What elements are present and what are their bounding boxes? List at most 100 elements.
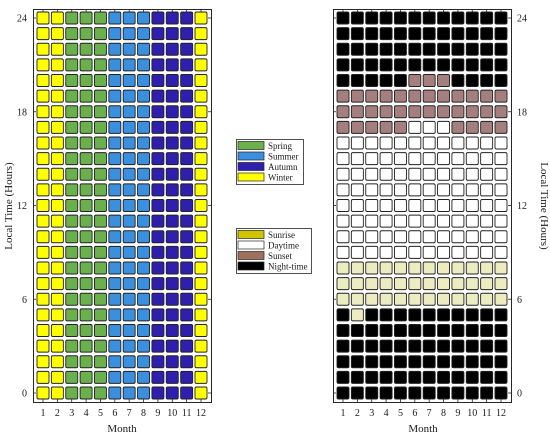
season-cell: [108, 58, 122, 72]
daylight-cell: [394, 74, 407, 87]
daylight-cell: [480, 42, 494, 56]
season-cell: [36, 120, 50, 134]
daylight-cell: [379, 370, 393, 384]
daylight-cell: [465, 42, 479, 56]
season-cell: [151, 370, 165, 384]
season-cell: [137, 105, 151, 119]
daylight-cell: [394, 370, 407, 384]
season-cell: [165, 230, 179, 244]
season-cell: [79, 370, 93, 384]
season-legend-swatch: [237, 172, 265, 182]
season-cell: [165, 89, 179, 103]
season-cell: [180, 214, 194, 228]
season-cell: [180, 167, 194, 181]
season-cell: [65, 11, 79, 25]
daylight-cell: [494, 370, 508, 384]
daylight-cell: [408, 105, 422, 119]
daylight-cell: [408, 230, 422, 244]
daylight-cell: [408, 199, 422, 212]
daylight-x-axis-label: Month: [408, 423, 438, 435]
season-cell: [36, 74, 50, 87]
season-cell: [108, 74, 122, 87]
season-cell: [36, 230, 50, 244]
daylight-cell: [480, 230, 494, 244]
daylight-cell: [350, 261, 364, 275]
daylight-cell: [394, 339, 407, 353]
daylight-cell: [465, 277, 479, 291]
daylight-cell: [422, 339, 436, 353]
daylight-cell: [350, 339, 364, 353]
daylight-cell: [465, 58, 479, 72]
daylight-cell: [394, 89, 407, 103]
daylight-cell: [379, 183, 393, 197]
daylight-cell: [437, 105, 450, 119]
daylight-cell: [350, 324, 364, 337]
season-cell: [50, 386, 64, 400]
season-legend-label: Spring: [268, 141, 293, 151]
season-cell: [194, 42, 208, 56]
daylight-cell: [350, 42, 364, 56]
daylight-cell: [437, 355, 450, 369]
daylight-x-tick-label: 12: [496, 408, 506, 419]
daylight-cell: [437, 245, 450, 259]
season-cell: [137, 58, 151, 72]
daylight-cell: [494, 74, 508, 87]
daylight-cell: [394, 292, 407, 306]
season-cell: [180, 74, 194, 87]
daylight-cell: [365, 355, 379, 369]
daylight-cell: [350, 355, 364, 369]
daylight-cell: [394, 308, 407, 322]
daylight-x-tick-label: 11: [482, 408, 492, 419]
daylight-legend-label: Night-time: [268, 262, 308, 272]
season-cell: [165, 183, 179, 197]
daylight-cell: [480, 324, 494, 337]
season-cell: [122, 261, 136, 275]
daylight-legend-swatch: [237, 251, 265, 260]
daylight-cell: [379, 120, 393, 134]
daylight-x-tick-label: 7: [427, 408, 432, 419]
season-cell: [122, 105, 136, 119]
season-cell: [65, 89, 79, 103]
season-cell: [108, 277, 122, 291]
daylight-cell: [480, 167, 494, 181]
daylight-cell: [422, 230, 436, 244]
season-cell: [151, 277, 165, 291]
season-x-ticks: 1 2 3 4 5 6 7 8 9 10 11 12: [41, 9, 206, 419]
season-x-tick-label: 2: [55, 408, 60, 419]
daylight-cell: [365, 386, 379, 400]
daylight-cell: [451, 136, 465, 150]
season-cell: [122, 183, 136, 197]
daylight-cell: [465, 167, 479, 181]
season-cell: [65, 58, 79, 72]
daylight-cell: [350, 214, 364, 228]
daylight-cell: [336, 105, 350, 119]
daylight-cell: [350, 136, 364, 150]
season-cell: [79, 199, 93, 212]
season-cell: [165, 324, 179, 337]
daylight-cell: [379, 245, 393, 259]
season-cell: [36, 308, 50, 322]
season-cell: [165, 355, 179, 369]
daylight-cell: [422, 308, 436, 322]
season-cell: [180, 245, 194, 259]
daylight-cell: [437, 308, 450, 322]
season-cell: [122, 152, 136, 166]
season-cell: [93, 230, 107, 244]
season-cell: [108, 105, 122, 119]
season-cell: [108, 183, 122, 197]
season-cell: [165, 214, 179, 228]
daylight-cell: [408, 261, 422, 275]
daylight-cell: [494, 339, 508, 353]
season-cell: [108, 214, 122, 228]
season-cell: [165, 339, 179, 353]
season-cell: [151, 120, 165, 134]
season-x-tick-label: 6: [112, 408, 117, 419]
daylight-cell: [336, 11, 350, 25]
season-cell: [137, 214, 151, 228]
daylight-cell: [365, 89, 379, 103]
season-cell: [151, 42, 165, 56]
daylight-cell: [365, 277, 379, 291]
season-cell: [194, 167, 208, 181]
season-cell: [137, 199, 151, 212]
